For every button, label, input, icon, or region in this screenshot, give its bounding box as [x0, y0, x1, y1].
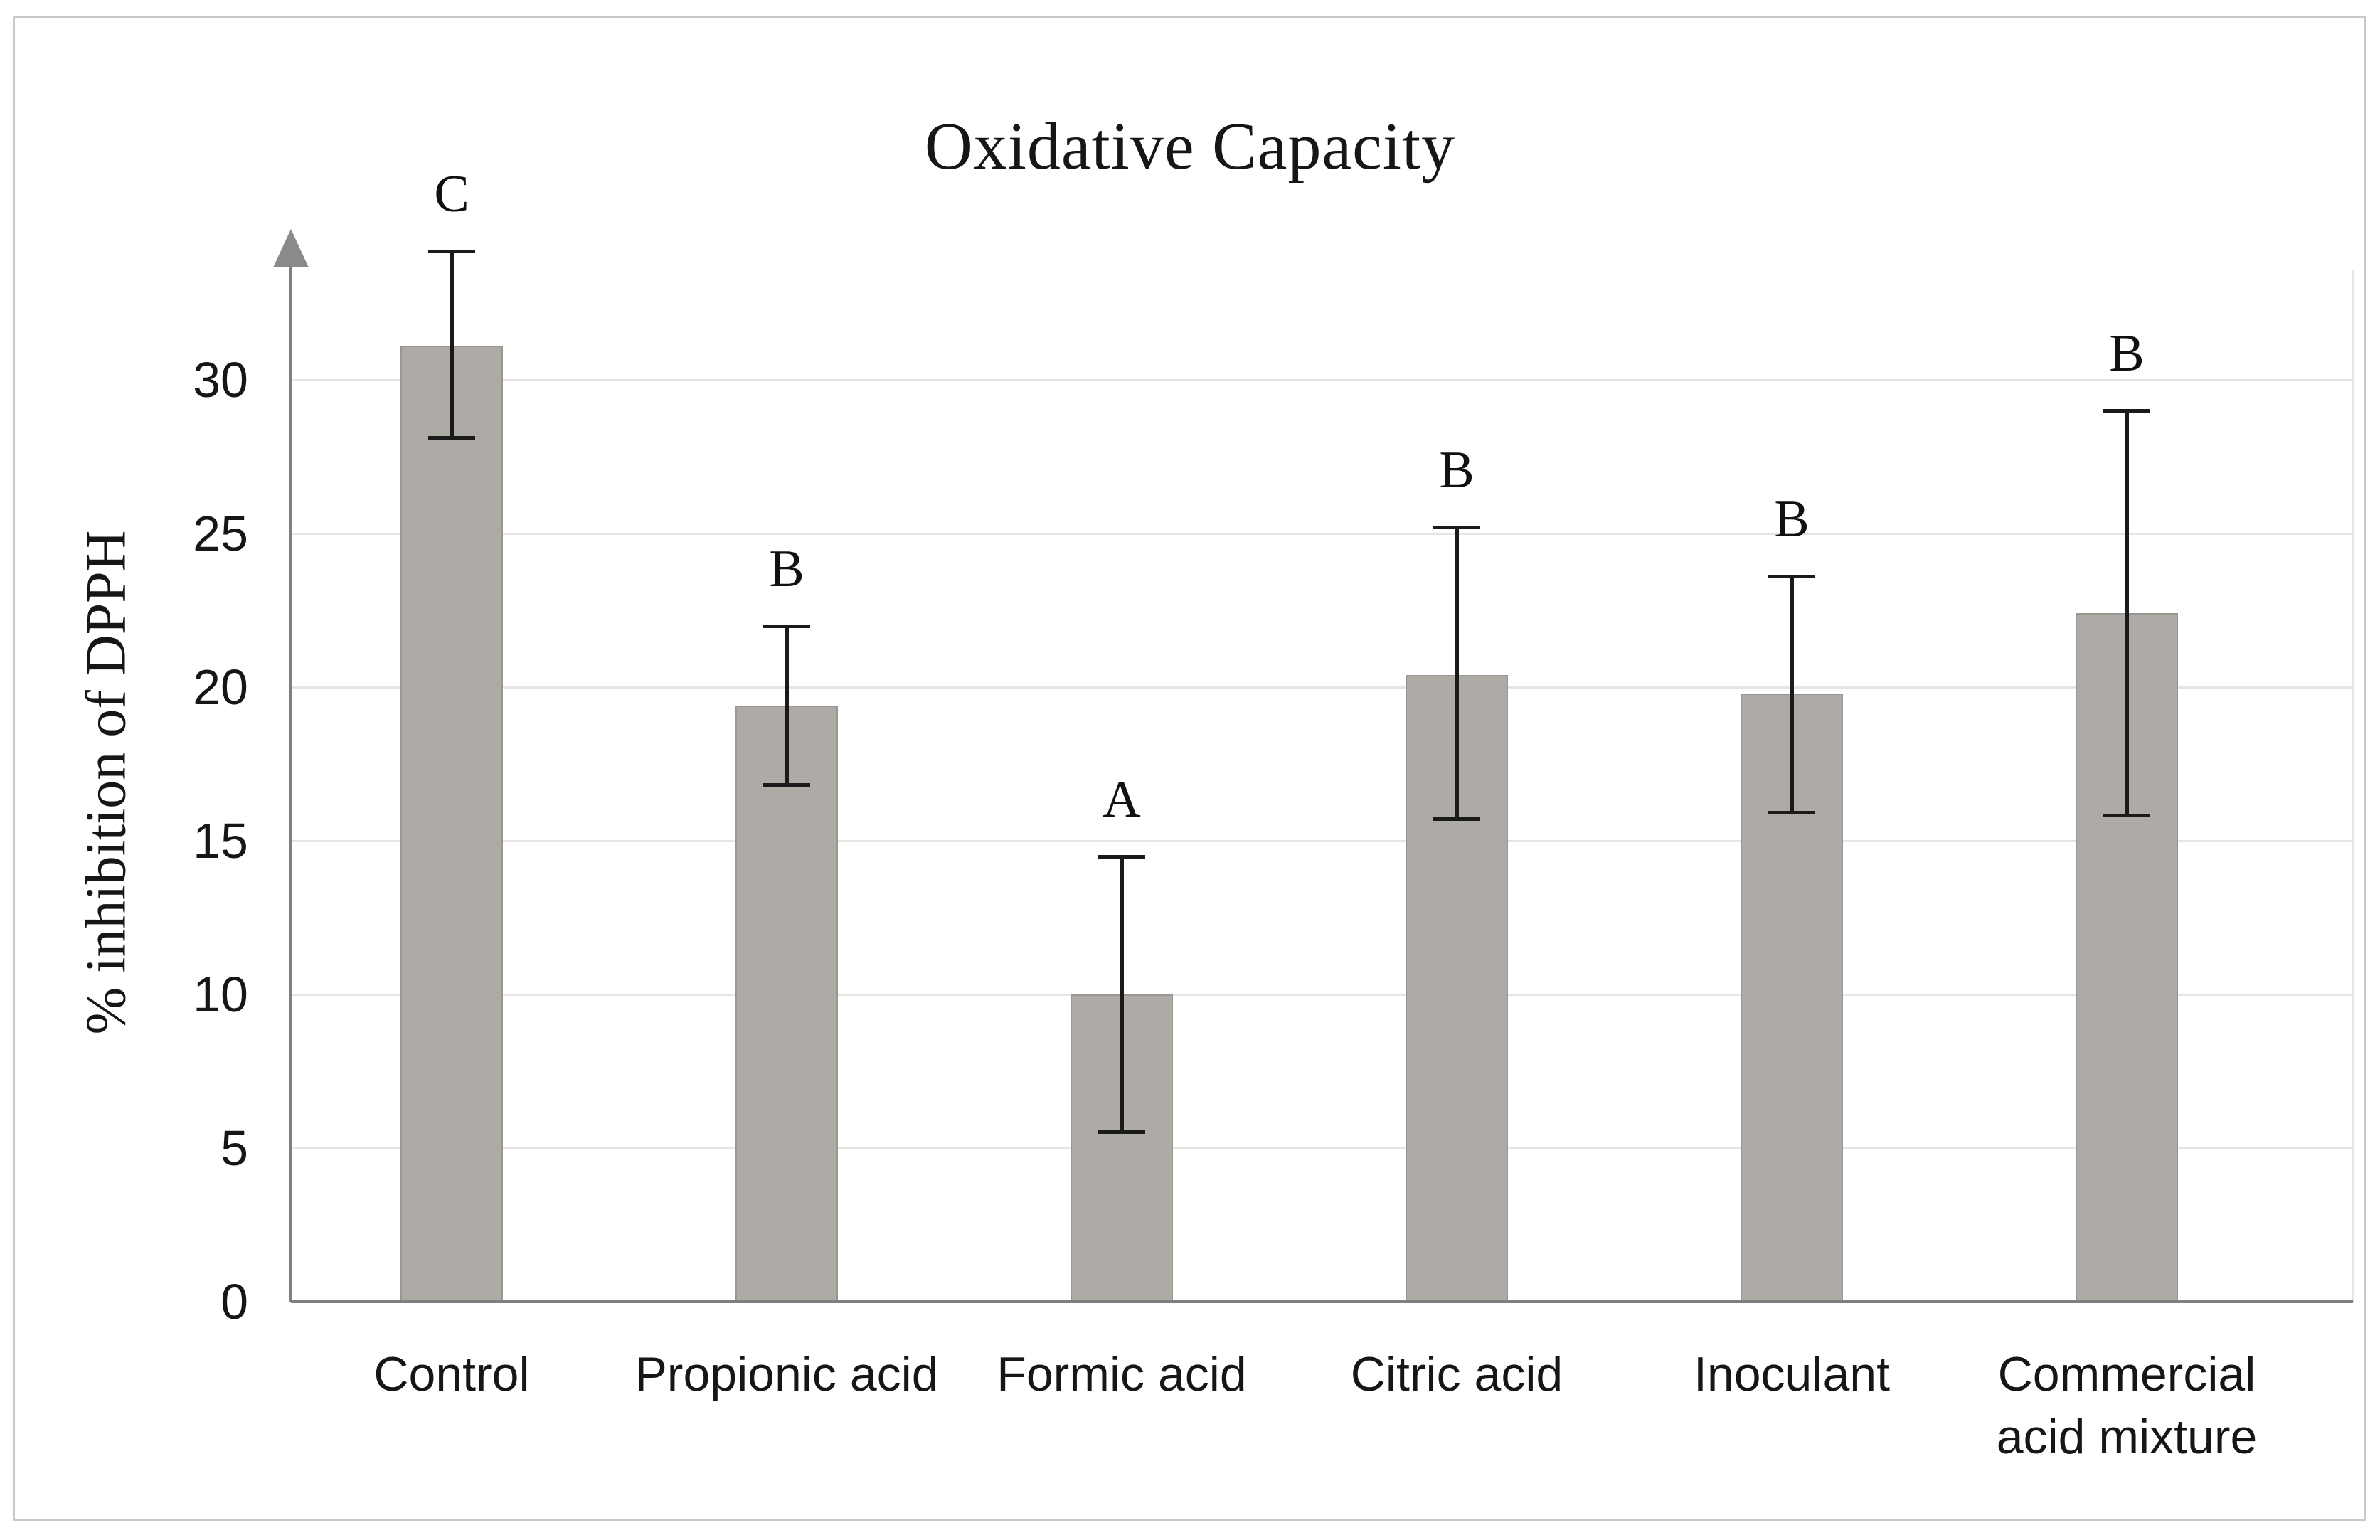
gridline-y-15: [291, 840, 2353, 842]
error-bar-cap-bottom: [428, 436, 475, 440]
y-tick-label-20: 20: [193, 659, 248, 715]
bar-2: [735, 705, 838, 1302]
gridline-y-5: [291, 1147, 2353, 1149]
error-bar-stem: [785, 625, 789, 786]
figure-border: [13, 16, 2366, 1521]
error-bar-stem: [1455, 527, 1459, 819]
bar-1: [400, 346, 503, 1302]
y-tick-label-10: 10: [193, 967, 248, 1022]
significance-letter-1: C: [434, 164, 469, 223]
gridline-y-30: [291, 379, 2353, 381]
error-bar-cap-bottom: [763, 783, 810, 787]
x-category-label-5: Inoculant: [1694, 1347, 1890, 1401]
error-bar-cap-bottom: [1098, 1130, 1145, 1135]
error-bar-cap-bottom: [1433, 817, 1480, 821]
significance-letter-5: B: [1774, 490, 1810, 549]
significance-letter-3: A: [1103, 770, 1141, 829]
significance-letter-4: B: [1439, 441, 1475, 500]
error-bar-stem: [450, 250, 454, 439]
gridline-y-20: [291, 686, 2353, 689]
y-tick-label-30: 30: [193, 352, 248, 408]
x-category-label-2: Propionic acid: [634, 1347, 939, 1401]
gridline-y-25: [291, 533, 2353, 535]
y-tick-label-0: 0: [221, 1274, 248, 1329]
error-bar-cap-bottom: [2103, 814, 2150, 818]
y-axis-line: [289, 265, 292, 1302]
x-axis-line: [291, 1300, 2353, 1303]
error-bar-cap-top: [2103, 409, 2150, 413]
error-bar-stem: [1120, 856, 1124, 1133]
x-category-label-6: Commercial acid mixture: [1996, 1347, 2258, 1465]
error-bar-cap-top: [1098, 854, 1145, 859]
y-tick-label-25: 25: [193, 506, 248, 561]
error-bar-cap-top: [428, 249, 475, 253]
error-bar-stem: [1790, 576, 1794, 814]
plot-right-border: [2352, 270, 2354, 1302]
x-category-label-4: Citric acid: [1350, 1347, 1563, 1401]
y-tick-label-15: 15: [193, 813, 248, 869]
y-axis-arrow-icon: [273, 229, 309, 267]
chart-title: Oxidative Capacity: [924, 110, 1456, 184]
error-bar-cap-bottom: [1768, 811, 1815, 815]
error-bar-cap-top: [763, 624, 810, 628]
error-bar-stem: [2125, 410, 2129, 817]
error-bar-cap-top: [1768, 575, 1815, 579]
x-category-label-1: Control: [373, 1347, 530, 1401]
error-bar-cap-top: [1433, 526, 1480, 530]
significance-letter-2: B: [769, 539, 804, 598]
y-tick-label-5: 5: [221, 1120, 248, 1176]
gridline-y-10: [291, 994, 2353, 996]
y-axis-title: % inhibition of DPPH: [75, 530, 138, 1035]
significance-letter-6: B: [2109, 324, 2145, 383]
x-category-label-3: Formic acid: [997, 1347, 1247, 1401]
